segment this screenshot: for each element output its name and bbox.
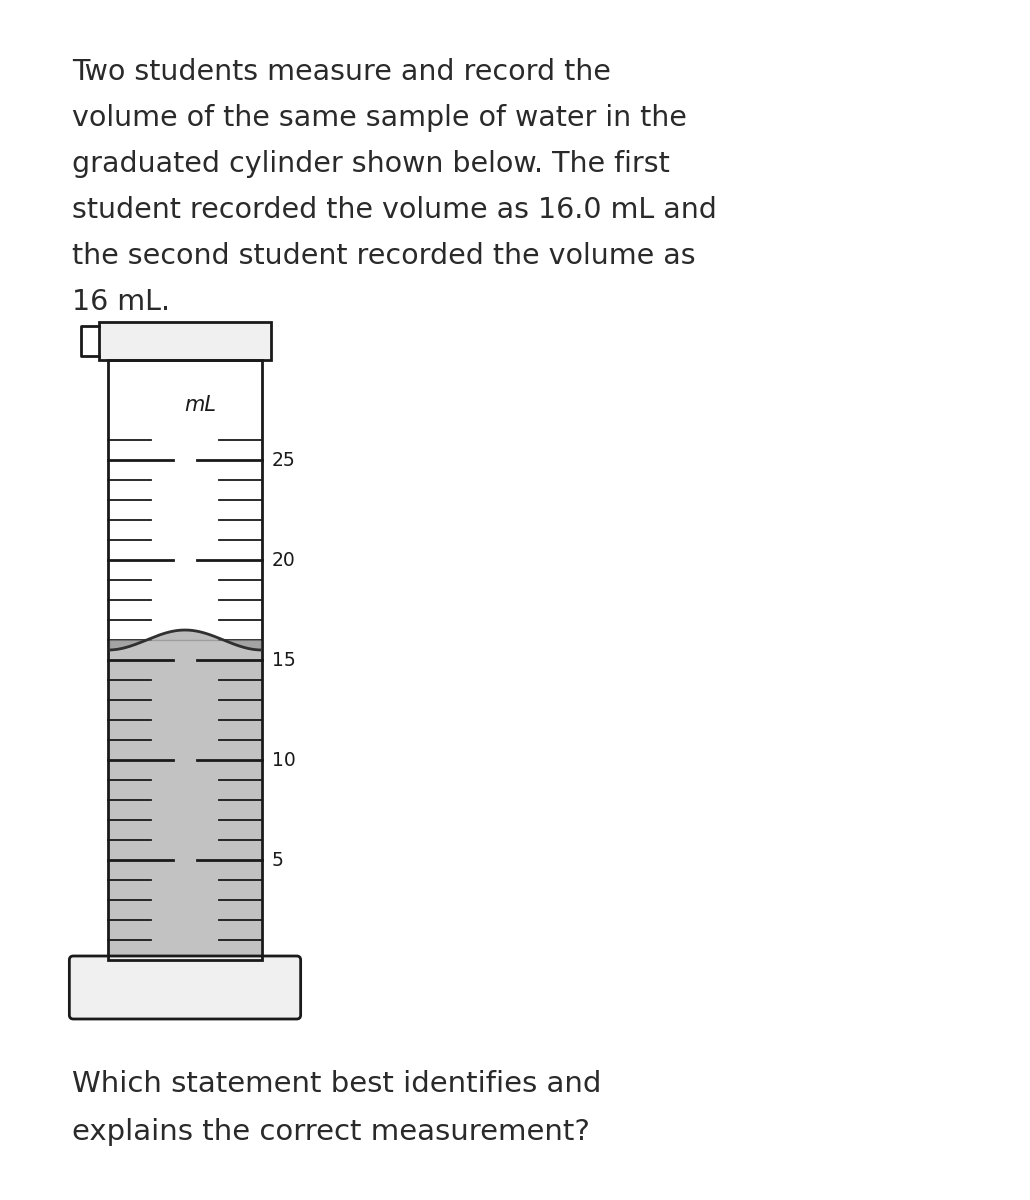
Text: 25: 25 [272,450,296,469]
Text: 10: 10 [272,750,296,769]
Text: Which statement best identifies and: Which statement best identifies and [72,1070,602,1098]
Text: 16 mL.: 16 mL. [72,288,170,316]
Text: Two students measure and record the: Two students measure and record the [72,58,611,86]
Bar [109,640,261,960]
Text: 15: 15 [272,650,296,670]
Text: graduated cylinder shown below. The first: graduated cylinder shown below. The firs… [72,150,670,178]
Text: student recorded the volume as 16.0 mL and: student recorded the volume as 16.0 mL a… [72,196,717,224]
Text: volume of the same sample of water in the: volume of the same sample of water in th… [72,104,687,132]
Bar [108,360,262,960]
Text: the second student recorded the volume as: the second student recorded the volume a… [72,242,695,270]
Bar [99,322,271,360]
Text: mL: mL [184,395,216,415]
FancyBboxPatch shape [69,956,301,1019]
Text: explains the correct measurement?: explains the correct measurement? [72,1118,590,1146]
Text: 5: 5 [272,851,284,870]
Text: 20: 20 [272,551,296,570]
